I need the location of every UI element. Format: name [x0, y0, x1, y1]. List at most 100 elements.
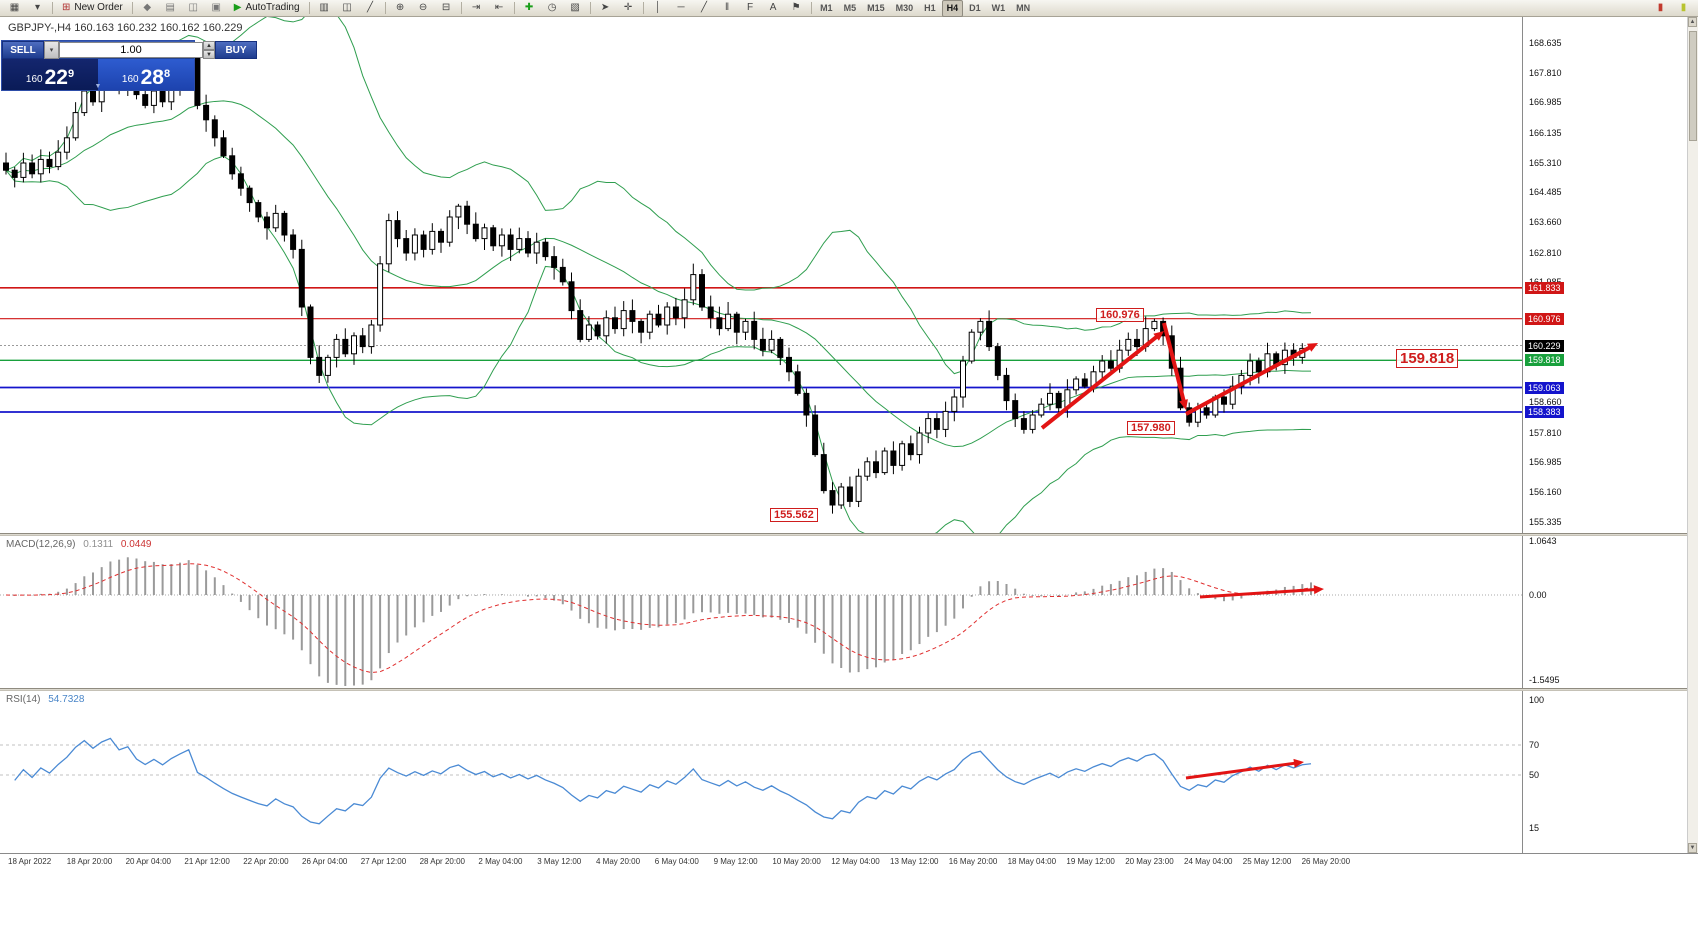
scrollbar-thumb[interactable]	[1689, 31, 1697, 141]
main-chart[interactable]	[0, 17, 1522, 533]
tile-windows-icon[interactable]: ⊟	[435, 0, 458, 17]
timeframe-button-m1[interactable]: M1	[820, 3, 833, 13]
volume-input[interactable]	[59, 42, 203, 58]
volume-decrease-button[interactable]: ▾	[44, 41, 59, 59]
text-icon: A	[769, 2, 777, 13]
macd-panel[interactable]	[0, 536, 1522, 688]
autotrading-label: AutoTrading	[245, 2, 300, 13]
candlestick-chart-icon[interactable]: ◫	[336, 0, 359, 17]
tile-windows-icon: ⊟	[441, 2, 451, 13]
timeframe-button-mn[interactable]: MN	[1016, 3, 1031, 13]
bar-chart-icon[interactable]: ▥	[313, 0, 336, 17]
data-window-icon[interactable]: ▤	[159, 0, 182, 17]
timeframe-button-m30[interactable]: M30	[895, 3, 914, 13]
new-order-button[interactable]: ⊞ New Order	[56, 0, 129, 17]
vertical-line-icon: │	[654, 2, 662, 13]
timeframe-button-h4[interactable]: H4	[941, 0, 964, 17]
periods-icon: ◷	[547, 2, 557, 13]
sell-price-prefix: 160	[25, 74, 43, 85]
vertical-scrollbar[interactable]: ▲ ▼	[1687, 17, 1698, 853]
line-chart-icon: ╱	[367, 2, 374, 13]
fibonacci-icon[interactable]: F	[739, 0, 762, 17]
alert-red-icon: ▮	[1657, 2, 1664, 13]
price-annotation[interactable]: 155.562	[770, 508, 818, 522]
time-tick: 18 May 04:00	[1007, 857, 1057, 866]
time-axis[interactable]: 18 Apr 2022 18 Apr 20:00 20 Apr 04:00 21 Ap…	[0, 853, 1698, 871]
timeframe-button-h1[interactable]: H1	[924, 3, 936, 13]
toolbar-separator	[513, 2, 515, 14]
crosshair-icon: ✛	[623, 2, 633, 13]
scroll-down-icon[interactable]: ▼	[1688, 843, 1697, 853]
zoom-in-icon[interactable]: ⊕	[389, 0, 412, 17]
price-annotation[interactable]: 160.976	[1096, 308, 1144, 322]
time-tick: 3 May 12:00	[537, 857, 582, 866]
alert-red-icon[interactable]: ▮	[1649, 0, 1672, 17]
crosshair-icon[interactable]: ✛	[617, 0, 640, 17]
volume-spinner: ▲ ▼	[203, 41, 215, 59]
time-tick: 18 Apr 20:00	[66, 857, 113, 866]
price-line-tag: 161.833	[1525, 281, 1564, 294]
navigator-icon[interactable]: ◫	[182, 0, 205, 17]
chart-shift-icon[interactable]: ⇤	[488, 0, 511, 17]
zoom-out-icon[interactable]: ⊖	[412, 0, 435, 17]
macd-splitter[interactable]	[0, 533, 1698, 536]
volume-down-icon[interactable]: ▼	[203, 50, 215, 59]
bar-chart-icon: ▥	[319, 2, 329, 13]
terminal-icon: ▣	[211, 2, 221, 13]
sell-price-main: 22	[44, 66, 68, 89]
price-annotation[interactable]: 159.818	[1396, 349, 1459, 368]
equidistant-channel-icon[interactable]: ‖	[716, 0, 739, 17]
alert-yellow-icon[interactable]: ▮	[1672, 0, 1695, 17]
horizontal-line-icon[interactable]: ─	[670, 0, 693, 17]
buy-button[interactable]: BUY	[215, 41, 257, 59]
volume-up-icon[interactable]: ▲	[203, 41, 215, 50]
zoom-out-icon: ⊖	[418, 2, 428, 13]
time-tick: 2 May 04:00	[478, 857, 523, 866]
templates-icon[interactable]: ▧	[564, 0, 587, 17]
new-chart-icon: ▦	[9, 2, 20, 13]
price-axis[interactable]: 168.635 167.810 166.985 166.135 165.310 164.4…	[1522, 17, 1690, 869]
trendline-icon[interactable]: ╱	[693, 0, 716, 17]
zoom-in-icon: ⊕	[395, 2, 405, 13]
sell-price[interactable]: 160 22 9	[2, 59, 98, 90]
rsi-line	[14, 737, 1312, 825]
sell-price-sup: 9	[67, 68, 75, 80]
chart-shift-icon: ⇤	[494, 2, 504, 13]
price-line-tag: 160.976	[1525, 312, 1564, 325]
rsi-panel[interactable]	[0, 691, 1522, 853]
autotrading-button[interactable]: ▶ AutoTrading	[228, 0, 306, 17]
indicators-icon[interactable]: ✚	[518, 0, 541, 17]
price-annotation[interactable]: 157.980	[1127, 421, 1175, 435]
toolbar-separator	[460, 2, 462, 14]
arrow-objects-icon[interactable]: ⚑	[785, 0, 808, 17]
time-tick: 20 May 23:00	[1125, 857, 1174, 866]
periods-icon[interactable]: ◷	[541, 0, 564, 17]
new-chart-icon[interactable]: ▦	[3, 0, 26, 17]
buy-price[interactable]: 160 28 8	[98, 59, 194, 90]
vertical-line-icon[interactable]: │	[647, 0, 670, 17]
price-tick: 156.985	[1529, 457, 1562, 468]
buy-price-sup: 8	[163, 68, 171, 80]
scroll-up-icon[interactable]: ▲	[1688, 17, 1697, 27]
templates-icon: ▧	[570, 2, 580, 13]
timeframe-button-m5[interactable]: M5	[843, 3, 857, 13]
panel-collapse-caret[interactable]: ▼	[94, 83, 102, 90]
sell-button[interactable]: SELL	[2, 41, 44, 59]
cursor-icon[interactable]: ➤	[594, 0, 617, 17]
chart-profiles-icon: ▾	[34, 2, 41, 13]
cursor-icon: ➤	[600, 2, 610, 13]
data-window-icon: ▤	[165, 2, 175, 13]
chart-profiles-icon[interactable]: ▾	[26, 0, 49, 17]
rsi-splitter[interactable]	[0, 688, 1698, 691]
line-chart-icon[interactable]: ╱	[359, 0, 382, 17]
terminal-icon[interactable]: ▣	[205, 0, 228, 17]
timeframe-button-w1[interactable]: W1	[991, 3, 1006, 13]
market-watch-icon[interactable]: ◆	[136, 0, 159, 17]
bollinger-bands	[5, 17, 1312, 533]
macd-name: MACD(12,26,9)	[6, 539, 76, 550]
text-icon[interactable]: A	[762, 0, 785, 17]
timeframe-button-d1[interactable]: D1	[969, 3, 981, 13]
timeframe-button-m15[interactable]: M15	[867, 3, 885, 13]
auto-scroll-icon: ⇥	[471, 2, 481, 13]
auto-scroll-icon[interactable]: ⇥	[465, 0, 488, 17]
